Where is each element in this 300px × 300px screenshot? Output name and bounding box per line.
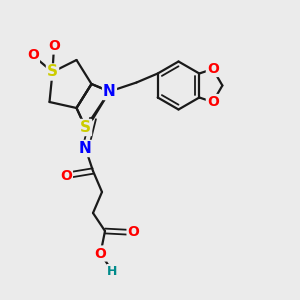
- Text: O: O: [128, 226, 140, 239]
- Text: O: O: [207, 95, 219, 109]
- Text: N: N: [103, 84, 116, 99]
- Text: H: H: [107, 265, 118, 278]
- Text: S: S: [80, 120, 91, 135]
- Text: O: O: [60, 169, 72, 182]
- Text: O: O: [94, 247, 106, 260]
- Text: O: O: [207, 62, 219, 76]
- Text: S: S: [47, 64, 58, 80]
- Text: O: O: [27, 49, 39, 62]
- Text: O: O: [48, 40, 60, 53]
- Text: N: N: [79, 141, 92, 156]
